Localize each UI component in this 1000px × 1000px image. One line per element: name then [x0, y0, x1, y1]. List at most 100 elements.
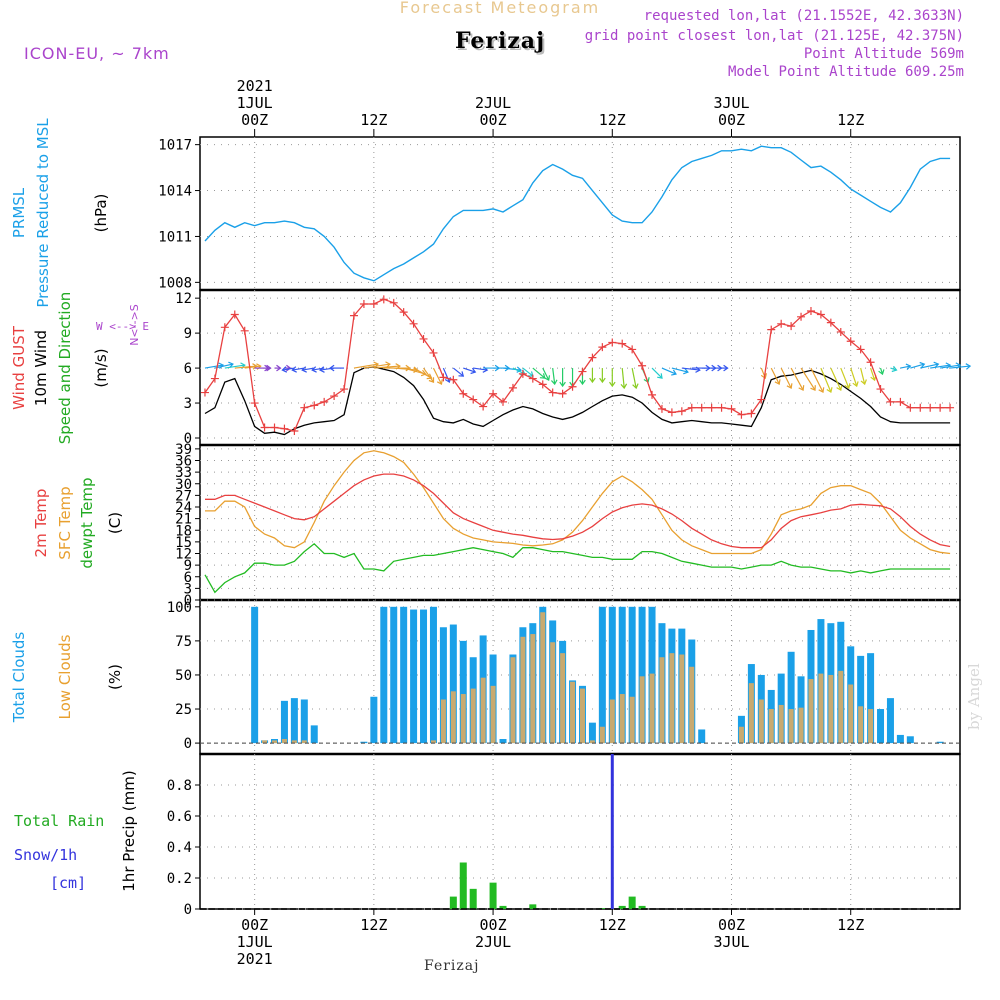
- gust-marker: [906, 403, 915, 412]
- model-label: ICON-EU, ~ 7km: [24, 44, 170, 63]
- total-cloud-bar: [439, 627, 447, 744]
- wind-arrow-head: [786, 383, 793, 390]
- gust-marker: [200, 388, 209, 397]
- wind-arrow: [432, 367, 443, 385]
- legend-wind-direction: Speed and Direction: [56, 292, 74, 445]
- low-cloud-bar: [460, 694, 466, 744]
- wind-arrow: [214, 363, 234, 369]
- pressure-ytick-label: 1017: [158, 138, 192, 154]
- total-cloud-bar: [499, 739, 507, 744]
- temp-ytick-label: 9: [184, 558, 192, 574]
- pressure-line: [204, 145, 951, 282]
- rain-bar: [598, 908, 606, 909]
- wind-arrow-head: [470, 367, 477, 375]
- total-cloud-bar: [886, 698, 894, 744]
- wind-arrow: [353, 363, 379, 369]
- wind-arrow: [292, 367, 305, 371]
- bottom-time-label: 00Z: [241, 916, 268, 934]
- wind-arrow-head: [550, 379, 558, 386]
- gust-marker: [836, 327, 845, 336]
- temp-ytick-label: 21: [175, 512, 192, 528]
- pressure-unit: (hPa): [92, 194, 110, 233]
- temp-ytick-label: 0: [184, 593, 192, 609]
- bottom-time-label: 12Z: [599, 916, 626, 934]
- wind-arrow: [532, 367, 546, 379]
- gust-marker: [260, 423, 269, 432]
- wind-arrow: [910, 363, 925, 369]
- gust-marker: [787, 322, 796, 331]
- wind-ytick-label: 9: [184, 326, 192, 342]
- gust-marker: [508, 383, 517, 392]
- temp-ytick-label: 24: [175, 500, 192, 516]
- wind-arrow: [373, 365, 400, 369]
- wind-arrow-head: [844, 383, 851, 390]
- gust-marker: [419, 334, 428, 343]
- low-cloud-bar: [828, 674, 834, 744]
- gust-marker: [598, 343, 607, 352]
- wind-arrow-head: [609, 381, 616, 388]
- point-altitude: Point Altitude 569m: [803, 46, 964, 62]
- rain-bar: [628, 896, 636, 909]
- wind-arrow: [302, 367, 315, 371]
- wind-arrow: [542, 367, 550, 381]
- wind-arrow: [204, 364, 224, 369]
- clouds-ytick-label: 75: [175, 634, 192, 650]
- total-cloud-bar: [280, 700, 288, 744]
- bottom-time-label: 2JUL: [475, 933, 511, 951]
- gust-marker: [588, 353, 597, 362]
- gust-marker: [379, 295, 388, 304]
- wind-frame: [199, 289, 961, 446]
- wind-arrow: [442, 367, 450, 383]
- wind-arrow-head: [589, 377, 596, 384]
- total-cloud-bar: [310, 725, 318, 744]
- low-cloud-bar: [758, 699, 764, 744]
- gust-marker: [767, 325, 776, 334]
- wind-arrow-head: [836, 385, 843, 392]
- dewpoint-line: [204, 542, 951, 594]
- wind-arrow-head: [266, 364, 272, 372]
- low-cloud-bar: [530, 634, 536, 744]
- wind-arrow-head: [504, 364, 511, 372]
- wind-arrow-head: [919, 361, 926, 369]
- total-cloud-bar: [618, 606, 626, 744]
- wind-arrow: [860, 367, 866, 385]
- low-cloud-bar: [510, 657, 516, 744]
- temp-unit: (C): [106, 512, 124, 534]
- gust-marker: [757, 395, 766, 404]
- wind-arrow: [473, 367, 488, 371]
- wind-arrow-head: [891, 365, 898, 373]
- legend-dewpt-temp: dewpt Temp: [78, 477, 96, 568]
- pressure-ytick-label: 1008: [158, 275, 192, 291]
- clouds-ytick-label: 100: [167, 600, 192, 616]
- wind-arrow: [770, 367, 780, 385]
- precip-ytick-label: 0.6: [167, 809, 192, 825]
- wind-arrow-head: [559, 381, 566, 388]
- gust-marker: [240, 326, 249, 335]
- low-cloud-bar: [560, 653, 566, 744]
- low-cloud-bar: [868, 709, 874, 744]
- clouds-ytick-label: 25: [175, 702, 192, 718]
- total-cloud-bar: [906, 736, 914, 744]
- precip-ytick-label: 0: [184, 902, 192, 918]
- grid-point-coords: grid point closest lon,lat (21.125E, 42.…: [584, 28, 964, 44]
- wind-arrow: [363, 363, 391, 369]
- top-time-label: 3JUL: [713, 94, 749, 112]
- gust-marker: [727, 404, 736, 413]
- gust-marker: [399, 308, 408, 317]
- low-cloud-bar: [788, 709, 794, 744]
- gust-marker: [797, 312, 806, 321]
- wind-arrow: [800, 367, 816, 391]
- wind-arrow-head: [458, 371, 465, 377]
- wind-arrow-head: [798, 385, 805, 392]
- low-cloud-bar: [738, 726, 744, 744]
- gust-marker: [916, 403, 925, 412]
- gust-marker: [717, 403, 726, 412]
- total-cloud-bar: [787, 651, 795, 744]
- wind-ytick-label: 6: [184, 361, 192, 377]
- bottom-time-label: 3JUL: [713, 933, 749, 951]
- wind-arrow-head: [810, 385, 816, 391]
- total-cloud-bar: [857, 655, 865, 744]
- gust-marker: [330, 392, 339, 401]
- gust-marker: [459, 389, 468, 398]
- total-cloud-bar: [400, 606, 408, 744]
